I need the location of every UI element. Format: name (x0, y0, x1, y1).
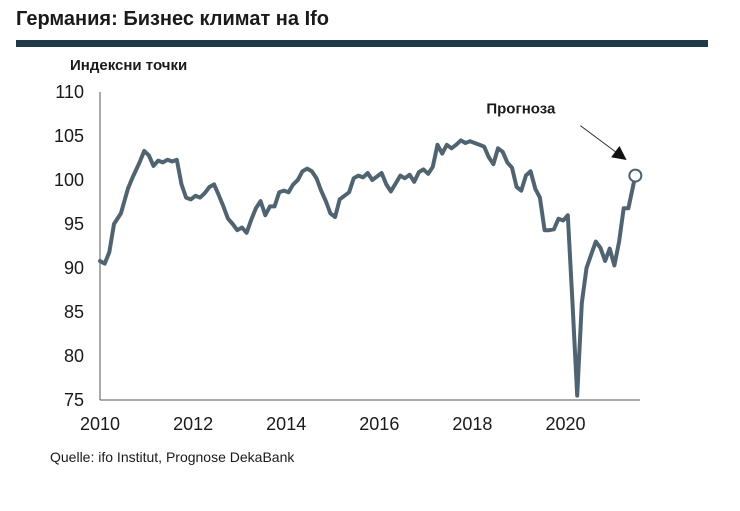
y-tick-label: 90 (64, 258, 84, 278)
y-tick-label: 75 (64, 390, 84, 410)
source-note: Quelle: ifo Institut, Prognose DekaBank (50, 449, 295, 465)
y-tick-label: 85 (64, 302, 84, 322)
y-ticks: 75 80 85 90 95 100 105 110 (54, 82, 84, 410)
x-tick-label: 2020 (545, 414, 585, 434)
x-tick-label: 2016 (359, 414, 399, 434)
y-tick-label: 110 (55, 82, 84, 102)
y-tick-label: 105 (54, 126, 84, 146)
y-tick-label: 95 (64, 214, 84, 234)
x-tick-label: 2012 (173, 414, 213, 434)
arrow-head-icon (611, 146, 627, 160)
x-tick-label: 2014 (266, 414, 306, 434)
forecast-label: Прогноза (486, 101, 556, 118)
y-tick-label: 80 (64, 346, 84, 366)
y-tick-label: 100 (54, 170, 84, 190)
x-tick-label: 2010 (80, 414, 120, 434)
forecast-annotation: Прогноза (486, 101, 643, 183)
x-tick-label: 2018 (452, 414, 492, 434)
forecast-point-marker (628, 168, 643, 183)
series-line (98, 138, 638, 398)
axes (99, 92, 640, 401)
chart-title: Германия: Бизнес климат на Ifo (16, 8, 329, 30)
title-underline (16, 40, 708, 47)
x-ticks: 2010 2012 2014 2016 2018 2020 (80, 414, 586, 434)
y-axis-label: Индексни точки (70, 57, 188, 74)
